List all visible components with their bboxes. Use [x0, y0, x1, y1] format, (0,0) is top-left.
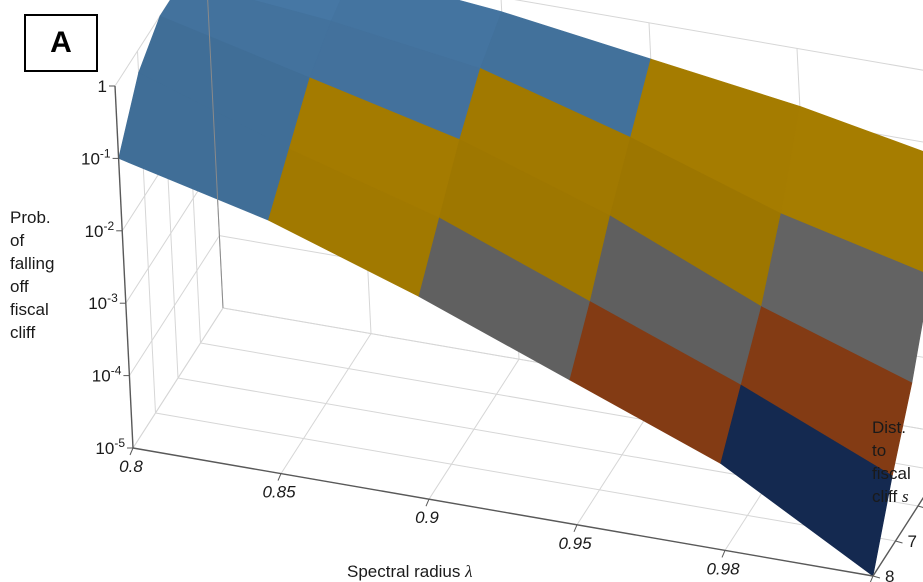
x-tick-label: 0.8	[119, 457, 143, 476]
y-axis-label-line: Dist.	[872, 416, 923, 439]
panel-label: A	[24, 14, 98, 72]
y-axis-label: Dist. to fiscal cliff s	[872, 416, 923, 508]
y-tick-mark	[873, 576, 880, 578]
x-axis-label: Spectral radius λ	[347, 562, 473, 582]
x-tick-mark	[426, 499, 429, 506]
x-tick-label: 0.9	[415, 508, 439, 527]
surface-layer	[119, 0, 923, 576]
z-axis-label-line: cliff	[10, 321, 70, 344]
x-tick-label: 0.85	[262, 483, 296, 502]
x-tick-label: 0.98	[706, 559, 740, 578]
x-tick-mark	[130, 448, 133, 455]
z-tick-label: 10-2	[85, 219, 115, 241]
z-axis-label-line: falling	[10, 252, 70, 275]
z-tick-label: 10-1	[81, 146, 111, 168]
x-tick-mark	[278, 474, 281, 481]
y-tick-mark	[896, 541, 903, 543]
z-tick-label: 10-3	[88, 291, 118, 313]
z-axis-label: Prob. of falling off fiscal cliff	[10, 206, 70, 344]
y-axis-label-line: cliff s	[872, 485, 923, 508]
y-axis-symbol: s	[902, 487, 909, 506]
y-tick-label: 7	[908, 532, 917, 551]
x-axis-symbol: λ	[465, 562, 472, 581]
y-axis-label-word: cliff	[872, 487, 897, 506]
z-tick-label: 10-4	[92, 364, 122, 386]
y-axis-label-line: to	[872, 439, 923, 462]
y-tick-label: 8	[885, 567, 894, 582]
x-axis-label-text: Spectral radius	[347, 562, 460, 581]
x-tick-mark	[722, 550, 725, 557]
x-tick-mark	[870, 576, 873, 582]
x-tick-mark	[574, 525, 577, 532]
x-tick-label: 0.95	[558, 534, 592, 553]
z-axis-label-line: fiscal	[10, 298, 70, 321]
z-axis-label-line: Prob.	[10, 206, 70, 229]
z-tick-label: 1	[98, 77, 107, 96]
z-axis-label-line: off	[10, 275, 70, 298]
z-axis-label-line: of	[10, 229, 70, 252]
y-axis-label-line: fiscal	[872, 462, 923, 485]
z-tick-label: 10-5	[95, 436, 125, 458]
